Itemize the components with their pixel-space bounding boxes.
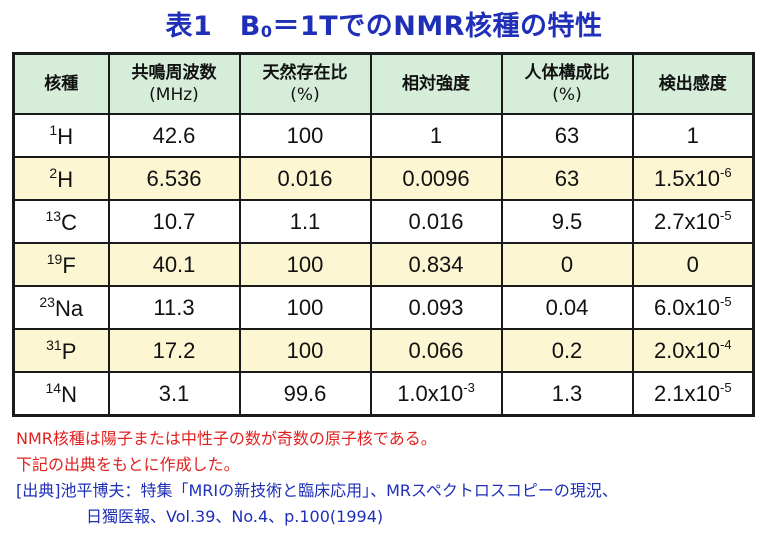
table-row: 1H 42.6 100 1 63 1	[12, 113, 755, 158]
note-citation: [出典]池平博夫：特集「MRIの新技術と臨床応用」、MRスペクトロスコピーの現況…	[16, 481, 618, 500]
note-citation-continued: 日獨医報、Vol.39、No.4、p.100(1994)	[86, 507, 384, 526]
header-nucleus: 核種	[12, 52, 110, 115]
nucleus-cell: 2H	[12, 156, 110, 201]
sensitivity-cell: 2.7x10-5	[631, 199, 755, 244]
abundance-cell: 100	[238, 328, 372, 373]
body-cell: 63	[500, 156, 634, 201]
intensity-cell: 0.066	[369, 328, 503, 373]
header-sensitivity: 検出感度	[631, 52, 755, 115]
header-frequency: 共鳴周波数 (MHz)	[107, 52, 241, 115]
intensity-cell: 1.0x10-3	[369, 371, 503, 417]
title-suffix: ＝1TでのNMR核種の特性	[272, 11, 603, 42]
header-intensity: 相対強度	[369, 52, 503, 115]
frequency-cell: 17.2	[107, 328, 241, 373]
table-row: 31P 17.2 100 0.066 0.2 2.0x10-4	[12, 328, 755, 373]
table-row: 13C 10.7 1.1 0.016 9.5 2.7x10-5	[12, 199, 755, 244]
header-row: 核種 共鳴周波数 (MHz) 天然存在比 (%) 相対強度 人体構成比 (%) 検出感…	[12, 52, 755, 115]
header-body-composition: 人体構成比 (%)	[500, 52, 634, 115]
nucleus-cell: 13C	[12, 199, 110, 244]
nucleus-cell: 19F	[12, 242, 110, 287]
sensitivity-cell: 6.0x10-5	[631, 285, 755, 330]
intensity-cell: 0.016	[369, 199, 503, 244]
table-row: 14N 3.1 99.6 1.0x10-3 1.3 2.1x10-5	[12, 371, 755, 417]
body-cell: 63	[500, 113, 634, 158]
intensity-cell: 0.093	[369, 285, 503, 330]
abundance-cell: 1.1	[238, 199, 372, 244]
body-cell: 0.2	[500, 328, 634, 373]
abundance-cell: 100	[238, 113, 372, 158]
title-prefix: 表1 B	[165, 11, 261, 42]
sensitivity-cell: 1	[631, 113, 755, 158]
body-cell: 0	[500, 242, 634, 287]
body-cell: 0.04	[500, 285, 634, 330]
abundance-cell: 100	[238, 242, 372, 287]
note-source-basis: 下記の出典をもとに作成した。	[16, 455, 240, 474]
sensitivity-cell: 0	[631, 242, 755, 287]
frequency-cell: 10.7	[107, 199, 241, 244]
abundance-cell: 100	[238, 285, 372, 330]
nucleus-cell: 23Na	[12, 285, 110, 330]
sensitivity-cell: 1.5x10-6	[631, 156, 755, 201]
sensitivity-cell: 2.1x10-5	[631, 371, 755, 417]
intensity-cell: 0.834	[369, 242, 503, 287]
nmr-nuclei-table: 核種 共鳴周波数 (MHz) 天然存在比 (%) 相対強度 人体構成比 (%) 検出感…	[12, 52, 755, 417]
sensitivity-cell: 2.0x10-4	[631, 328, 755, 373]
intensity-cell: 0.0096	[369, 156, 503, 201]
page-title: 表1 B0＝1TでのNMR核種の特性	[0, 4, 768, 43]
title-subscript: 0	[260, 22, 273, 41]
body-cell: 1.3	[500, 371, 634, 417]
nucleus-cell: 31P	[12, 328, 110, 373]
frequency-cell: 40.1	[107, 242, 241, 287]
body-cell: 9.5	[500, 199, 634, 244]
notes: NMR核種は陽子または中性子の数が奇数の原子核である。 下記の出典をもとに作成し…	[16, 426, 618, 530]
nucleus-cell: 14N	[12, 371, 110, 417]
frequency-cell: 6.536	[107, 156, 241, 201]
note-definition: NMR核種は陽子または中性子の数が奇数の原子核である。	[16, 429, 437, 448]
frequency-cell: 42.6	[107, 113, 241, 158]
nucleus-cell: 1H	[12, 113, 110, 158]
table-row: 2H 6.536 0.016 0.0096 63 1.5x10-6	[12, 156, 755, 201]
table-row: 23Na 11.3 100 0.093 0.04 6.0x10-5	[12, 285, 755, 330]
abundance-cell: 99.6	[238, 371, 372, 417]
header-abundance: 天然存在比 (%)	[238, 52, 372, 115]
abundance-cell: 0.016	[238, 156, 372, 201]
frequency-cell: 3.1	[107, 371, 241, 417]
frequency-cell: 11.3	[107, 285, 241, 330]
intensity-cell: 1	[369, 113, 503, 158]
table-row: 19F 40.1 100 0.834 0 0	[12, 242, 755, 287]
